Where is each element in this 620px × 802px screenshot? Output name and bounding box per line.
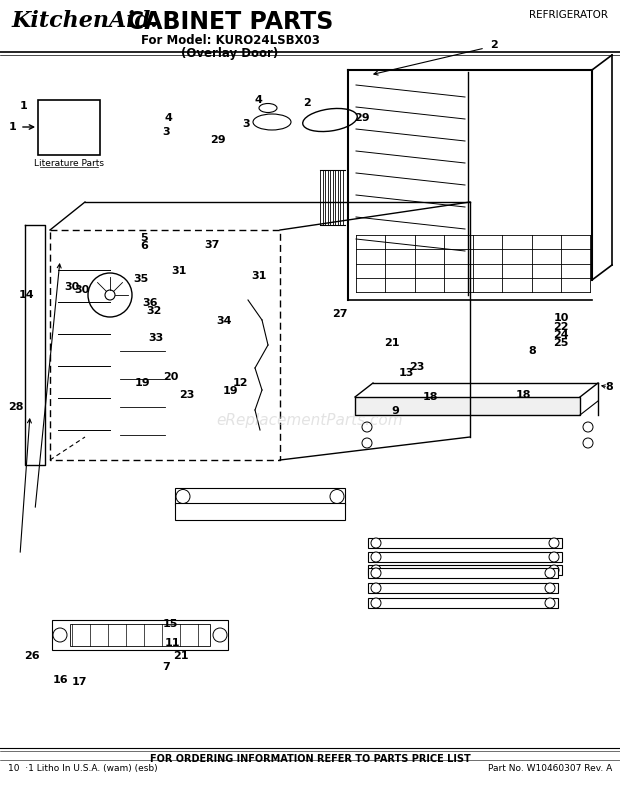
Text: 2: 2 xyxy=(303,98,311,107)
Text: 27: 27 xyxy=(332,310,348,319)
Bar xyxy=(38,100,100,155)
Text: 6: 6 xyxy=(140,241,148,251)
Text: 18: 18 xyxy=(423,392,439,402)
Text: 34: 34 xyxy=(217,316,232,326)
Circle shape xyxy=(583,422,593,432)
Text: 33: 33 xyxy=(149,334,164,343)
Text: 30: 30 xyxy=(64,282,80,292)
Text: 31: 31 xyxy=(171,266,186,276)
Text: CABINET PARTS: CABINET PARTS xyxy=(127,10,333,34)
Text: 14: 14 xyxy=(18,290,34,300)
Bar xyxy=(355,397,580,415)
Text: FOR ORDERING INFORMATION REFER TO PARTS PRICE LIST: FOR ORDERING INFORMATION REFER TO PARTS … xyxy=(149,754,471,764)
Text: 22: 22 xyxy=(554,322,569,332)
Text: 29: 29 xyxy=(354,113,370,123)
Circle shape xyxy=(583,438,593,448)
Text: REFRIGERATOR: REFRIGERATOR xyxy=(529,10,608,20)
Text: 36: 36 xyxy=(142,298,157,308)
Text: 12: 12 xyxy=(233,379,248,388)
Text: 23: 23 xyxy=(409,363,424,372)
Circle shape xyxy=(545,598,555,608)
Text: 19: 19 xyxy=(223,387,239,396)
Bar xyxy=(368,583,558,593)
Text: (Overlay Door): (Overlay Door) xyxy=(182,47,278,60)
Bar xyxy=(70,624,210,646)
Ellipse shape xyxy=(259,103,277,112)
Text: 10: 10 xyxy=(554,314,569,323)
Bar xyxy=(175,503,345,520)
Text: 4: 4 xyxy=(165,113,172,123)
Circle shape xyxy=(549,538,559,548)
Circle shape xyxy=(371,568,381,578)
Circle shape xyxy=(545,568,555,578)
Text: For Model: KURO24LSBX03: For Model: KURO24LSBX03 xyxy=(141,34,319,47)
Text: 19: 19 xyxy=(135,379,151,388)
Text: 2: 2 xyxy=(490,40,498,50)
Bar xyxy=(368,568,558,578)
Text: eReplacementParts.com: eReplacementParts.com xyxy=(216,414,404,428)
Circle shape xyxy=(371,583,381,593)
Text: 3: 3 xyxy=(162,127,170,136)
Circle shape xyxy=(362,422,372,432)
Bar xyxy=(368,552,562,562)
Circle shape xyxy=(176,489,190,504)
Bar xyxy=(368,538,562,548)
Text: 20: 20 xyxy=(163,372,178,382)
Text: 7: 7 xyxy=(162,662,170,672)
Circle shape xyxy=(371,565,381,575)
Text: 32: 32 xyxy=(146,306,161,316)
Text: 1: 1 xyxy=(8,122,16,132)
Circle shape xyxy=(362,438,372,448)
Text: 17: 17 xyxy=(72,677,87,687)
Text: 21: 21 xyxy=(384,338,400,348)
Circle shape xyxy=(545,583,555,593)
Text: 31: 31 xyxy=(252,271,267,281)
Text: 1: 1 xyxy=(20,101,27,111)
Text: 13: 13 xyxy=(399,368,414,378)
Text: 15: 15 xyxy=(163,619,178,629)
Text: KitchenAid.: KitchenAid. xyxy=(12,10,159,32)
Text: 29: 29 xyxy=(210,136,226,145)
Text: 18: 18 xyxy=(516,390,531,399)
Circle shape xyxy=(371,538,381,548)
Text: Part No. W10460307 Rev. A: Part No. W10460307 Rev. A xyxy=(488,764,612,773)
Text: 11: 11 xyxy=(165,638,180,648)
Circle shape xyxy=(88,273,132,317)
Bar xyxy=(368,565,562,575)
Circle shape xyxy=(53,628,67,642)
Text: 10  ·1 Litho In U.S.A. (wam) (esb): 10 ·1 Litho In U.S.A. (wam) (esb) xyxy=(8,764,157,773)
Text: Literature Parts: Literature Parts xyxy=(34,159,104,168)
Text: 24: 24 xyxy=(553,330,569,340)
Ellipse shape xyxy=(303,108,357,132)
Circle shape xyxy=(105,290,115,300)
Circle shape xyxy=(213,628,227,642)
Bar xyxy=(175,488,345,505)
Text: 9: 9 xyxy=(392,407,399,416)
Text: 3: 3 xyxy=(242,119,250,129)
Text: 8: 8 xyxy=(605,382,613,392)
Text: 30: 30 xyxy=(74,286,89,295)
Circle shape xyxy=(330,489,344,504)
Text: 4: 4 xyxy=(254,95,262,105)
Bar xyxy=(368,598,558,608)
Text: 16: 16 xyxy=(53,675,69,685)
Text: 8: 8 xyxy=(528,346,536,356)
Circle shape xyxy=(549,552,559,562)
Text: 37: 37 xyxy=(205,240,219,249)
Text: 5: 5 xyxy=(140,233,148,243)
Text: 25: 25 xyxy=(554,338,569,348)
Text: 21: 21 xyxy=(173,651,188,661)
Ellipse shape xyxy=(253,114,291,130)
Text: 35: 35 xyxy=(134,274,149,284)
Circle shape xyxy=(371,598,381,608)
Bar xyxy=(52,620,228,650)
Text: 26: 26 xyxy=(24,651,40,661)
Text: 28: 28 xyxy=(7,403,24,412)
Circle shape xyxy=(549,565,559,575)
Text: 23: 23 xyxy=(180,390,195,399)
Circle shape xyxy=(371,552,381,562)
